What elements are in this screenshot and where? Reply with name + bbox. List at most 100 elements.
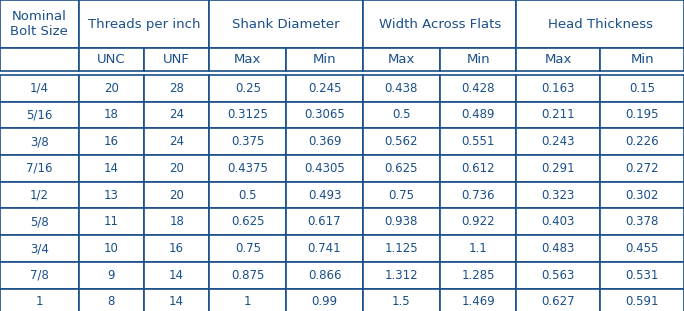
- Bar: [601, 289, 684, 311]
- Text: Shank Diameter: Shank Diameter: [233, 18, 340, 30]
- Text: Min: Min: [631, 53, 654, 66]
- Bar: [79, 262, 144, 289]
- Bar: [209, 155, 286, 182]
- Bar: [601, 182, 684, 208]
- Bar: [516, 182, 601, 208]
- Bar: [79, 155, 144, 182]
- Bar: [286, 48, 363, 71]
- Bar: [440, 235, 516, 262]
- Bar: [440, 75, 516, 102]
- Bar: [79, 102, 144, 128]
- Bar: [209, 262, 286, 289]
- Text: 13: 13: [104, 188, 119, 202]
- Bar: [440, 289, 516, 311]
- Text: 1/2: 1/2: [30, 188, 49, 202]
- Bar: [209, 128, 286, 155]
- Text: 0.3065: 0.3065: [304, 109, 345, 122]
- Bar: [209, 0, 363, 48]
- Text: 0.483: 0.483: [542, 242, 575, 255]
- Text: 1: 1: [36, 295, 43, 309]
- Bar: [363, 75, 440, 102]
- Bar: [79, 128, 144, 155]
- Text: Max: Max: [388, 53, 415, 66]
- Bar: [601, 102, 684, 128]
- Text: 1: 1: [244, 295, 252, 309]
- Text: 20: 20: [169, 162, 184, 175]
- Bar: [79, 289, 144, 311]
- Text: 0.938: 0.938: [384, 215, 418, 228]
- Bar: [363, 102, 440, 128]
- Text: 0.302: 0.302: [625, 188, 659, 202]
- Text: 1.5: 1.5: [392, 295, 410, 309]
- Text: 0.378: 0.378: [625, 215, 659, 228]
- Text: 0.562: 0.562: [384, 135, 418, 148]
- Text: Nominal
Bolt Size: Nominal Bolt Size: [10, 10, 68, 38]
- Bar: [144, 289, 209, 311]
- Text: 0.736: 0.736: [461, 188, 495, 202]
- Bar: [440, 155, 516, 182]
- Bar: [440, 48, 516, 71]
- Bar: [601, 75, 684, 102]
- Text: 0.627: 0.627: [542, 295, 575, 309]
- Bar: [363, 289, 440, 311]
- Text: 0.243: 0.243: [542, 135, 575, 148]
- Bar: [363, 262, 440, 289]
- Bar: [209, 235, 286, 262]
- Text: UNF: UNF: [163, 53, 190, 66]
- Bar: [79, 48, 144, 71]
- Bar: [363, 48, 440, 71]
- Bar: [601, 128, 684, 155]
- Bar: [440, 208, 516, 235]
- Bar: [209, 75, 286, 102]
- Text: 14: 14: [104, 162, 119, 175]
- Text: Max: Max: [544, 53, 572, 66]
- Bar: [144, 155, 209, 182]
- Bar: [516, 128, 601, 155]
- Text: 0.75: 0.75: [235, 242, 261, 255]
- Text: 0.866: 0.866: [308, 269, 341, 282]
- Text: 1.285: 1.285: [461, 269, 495, 282]
- Text: 0.428: 0.428: [461, 82, 495, 95]
- Text: 0.226: 0.226: [625, 135, 659, 148]
- Text: 8: 8: [107, 295, 115, 309]
- Bar: [144, 235, 209, 262]
- Bar: [144, 48, 209, 71]
- Bar: [144, 182, 209, 208]
- Bar: [516, 48, 601, 71]
- Text: 0.369: 0.369: [308, 135, 341, 148]
- Text: Width Across Flats: Width Across Flats: [378, 18, 501, 30]
- Text: Head Thickness: Head Thickness: [548, 18, 653, 30]
- Text: 0.531: 0.531: [625, 269, 659, 282]
- Bar: [440, 102, 516, 128]
- Bar: [286, 75, 363, 102]
- Bar: [286, 182, 363, 208]
- Text: 1/4: 1/4: [30, 82, 49, 95]
- Text: 0.455: 0.455: [625, 242, 659, 255]
- Bar: [516, 75, 601, 102]
- Bar: [144, 102, 209, 128]
- Text: 20: 20: [104, 82, 119, 95]
- Bar: [0, 235, 79, 262]
- Text: 0.741: 0.741: [308, 242, 341, 255]
- Text: 16: 16: [169, 242, 184, 255]
- Text: 0.323: 0.323: [542, 188, 575, 202]
- Bar: [209, 289, 286, 311]
- Text: 18: 18: [169, 215, 184, 228]
- Text: 14: 14: [169, 295, 184, 309]
- Bar: [363, 155, 440, 182]
- Bar: [209, 182, 286, 208]
- Text: 0.489: 0.489: [461, 109, 495, 122]
- Text: 1.312: 1.312: [384, 269, 418, 282]
- Text: Min: Min: [466, 53, 490, 66]
- Text: 0.4375: 0.4375: [227, 162, 268, 175]
- Text: 0.551: 0.551: [462, 135, 495, 148]
- Text: 0.625: 0.625: [231, 215, 265, 228]
- Text: 0.5: 0.5: [392, 109, 410, 122]
- Text: 0.563: 0.563: [542, 269, 575, 282]
- Text: 0.612: 0.612: [461, 162, 495, 175]
- Bar: [0, 128, 79, 155]
- Bar: [363, 235, 440, 262]
- Text: 11: 11: [104, 215, 119, 228]
- Text: 0.291: 0.291: [542, 162, 575, 175]
- Text: 0.4305: 0.4305: [304, 162, 345, 175]
